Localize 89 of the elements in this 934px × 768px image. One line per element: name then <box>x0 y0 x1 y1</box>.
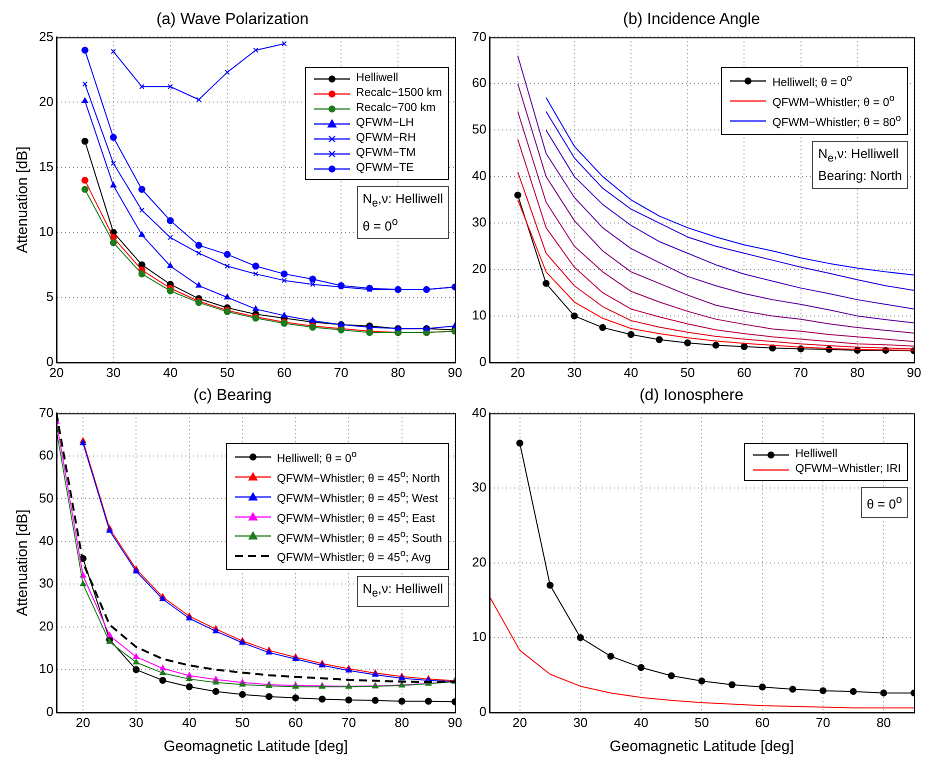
x-tick-label: 30 <box>567 364 582 380</box>
x-tick-label: 30 <box>573 714 588 730</box>
x-tick-label: 40 <box>163 364 178 380</box>
annotation: θ = 0$^{o}$ <box>866 493 902 514</box>
legend-label: Helliwell <box>795 447 838 462</box>
x-tick-label: 80 <box>876 714 891 730</box>
y-tick-label: 40 <box>472 404 486 420</box>
x-tick-label: 80 <box>394 714 410 730</box>
y-tick-label: 20 <box>38 618 54 634</box>
y-tick-label: 20 <box>472 261 486 276</box>
legend-label: Recalc−1500 km <box>356 86 442 102</box>
legend-label: QFWM−RH <box>356 131 416 146</box>
x-tick-label: 20 <box>510 364 525 380</box>
chart-title: (b) Incidence Angle <box>623 11 760 28</box>
annotation: Bearing: North <box>818 167 902 186</box>
x-tick-label: 50 <box>680 364 695 380</box>
annotation: N$_{e}$,ν: Helliwell <box>362 580 443 602</box>
x-tick-label: 50 <box>235 714 250 730</box>
x-tick-label: 30 <box>106 364 121 380</box>
y-tick-label: 10 <box>38 661 54 676</box>
legend-label: QFWM−Whistler; θ = 45$^{o}$; East <box>276 508 435 526</box>
legend-label: QFWM−Whistler; θ = 0$^{o}$ <box>772 92 895 111</box>
x-tick-label: 60 <box>276 364 292 380</box>
legend-label: QFWM−Whistler; θ = 45$^{o}$; North <box>276 468 440 487</box>
x-tick-label: 50 <box>220 364 234 380</box>
annotation: N$_{e}$,ν: Helliwell <box>362 190 443 212</box>
x-tick-label: 40 <box>624 364 638 380</box>
chart-title: (a) Wave Polarization <box>156 11 309 28</box>
x-tick-label: 20 <box>76 714 90 730</box>
x-tick-label: 40 <box>634 714 648 730</box>
x-tick-label: 90 <box>906 364 922 380</box>
x-tick-label: 90 <box>448 714 462 730</box>
x-tick-label: 60 <box>755 714 770 730</box>
x-tick-label: 80 <box>850 364 865 380</box>
legend-label: Helliwell; θ = 0$^{o}$ <box>772 72 852 92</box>
y-tick-label: 20 <box>38 94 54 109</box>
x-tick-label: 70 <box>816 714 830 730</box>
y-tick-label: 20 <box>472 554 486 570</box>
y-tick-label: 10 <box>472 308 486 323</box>
y-tick-label: 70 <box>38 404 54 420</box>
annotation: N$_{e}$,ν: Helliwell <box>818 144 900 166</box>
x-tick-label: 60 <box>736 364 752 380</box>
legend-label: QFWM−TM <box>356 146 416 162</box>
y-axis-title: Attenuation [dB] <box>14 146 32 254</box>
x-tick-label: 20 <box>512 714 528 730</box>
y-tick-label: 30 <box>472 214 486 230</box>
legend-label: QFWM−Whistler; θ = 45$^{o}$; Avg <box>276 547 431 566</box>
y-tick-label: 15 <box>38 158 54 174</box>
legend-label: QFWM−Whistler; θ = 45$^{o}$; West <box>276 488 438 507</box>
y-tick-label: 30 <box>38 576 54 591</box>
legend-label: Helliwell <box>356 71 398 86</box>
x-tick-label: 80 <box>390 364 406 380</box>
y-axis-title: Attenuation [dB] <box>14 509 32 616</box>
y-tick-label: 25 <box>38 28 54 44</box>
chart-title: (c) Bearing <box>193 387 272 404</box>
x-tick-label: 30 <box>128 714 144 730</box>
legend-label: QFWM−Whistler; IRI <box>795 462 901 478</box>
y-tick-label: 5 <box>46 288 54 304</box>
x-tick-label: 70 <box>794 364 808 380</box>
x-axis-title: Geomagnetic Latitude [deg] <box>610 738 794 756</box>
legend-label: QFWM−Whistler; θ = 80$^{o}$ <box>772 112 901 131</box>
y-tick-label: 0 <box>479 354 486 369</box>
legend-label: Recalc−700 km <box>356 101 436 116</box>
y-tick-label: 70 <box>472 28 486 44</box>
y-tick-label: 30 <box>472 480 486 495</box>
y-tick-label: 10 <box>38 224 54 239</box>
x-tick-label: 40 <box>182 714 197 730</box>
y-tick-label: 40 <box>472 168 486 184</box>
x-tick-label: 70 <box>334 364 348 380</box>
y-tick-label: 0 <box>46 704 54 719</box>
y-tick-label: 10 <box>472 629 486 644</box>
legend-label: QFWM−TE <box>356 161 414 176</box>
legend-label: QFWM−LH <box>356 116 414 132</box>
y-tick-label: 0 <box>479 704 486 719</box>
y-tick-label: 50 <box>472 122 486 137</box>
legend-label: QFWM−Whistler; θ = 45$^{o}$; South <box>276 528 442 546</box>
y-tick-label: 50 <box>38 490 54 506</box>
y-tick-label: 40 <box>38 533 54 548</box>
y-tick-label: 60 <box>38 448 54 463</box>
x-tick-label: 70 <box>341 714 356 730</box>
legend-label: Helliwell; θ = 0$^{o}$ <box>276 448 357 468</box>
x-axis-title: Geomagnetic Latitude [deg] <box>164 738 348 756</box>
x-tick-label: 90 <box>448 364 462 380</box>
x-tick-label: 60 <box>288 714 303 730</box>
y-tick-label: 60 <box>472 75 486 90</box>
y-tick-label: 0 <box>46 354 54 369</box>
x-tick-label: 50 <box>694 714 709 730</box>
chart-title: (d) Ionosphere <box>639 387 744 404</box>
annotation: θ = 0$^{o}$ <box>362 214 399 236</box>
